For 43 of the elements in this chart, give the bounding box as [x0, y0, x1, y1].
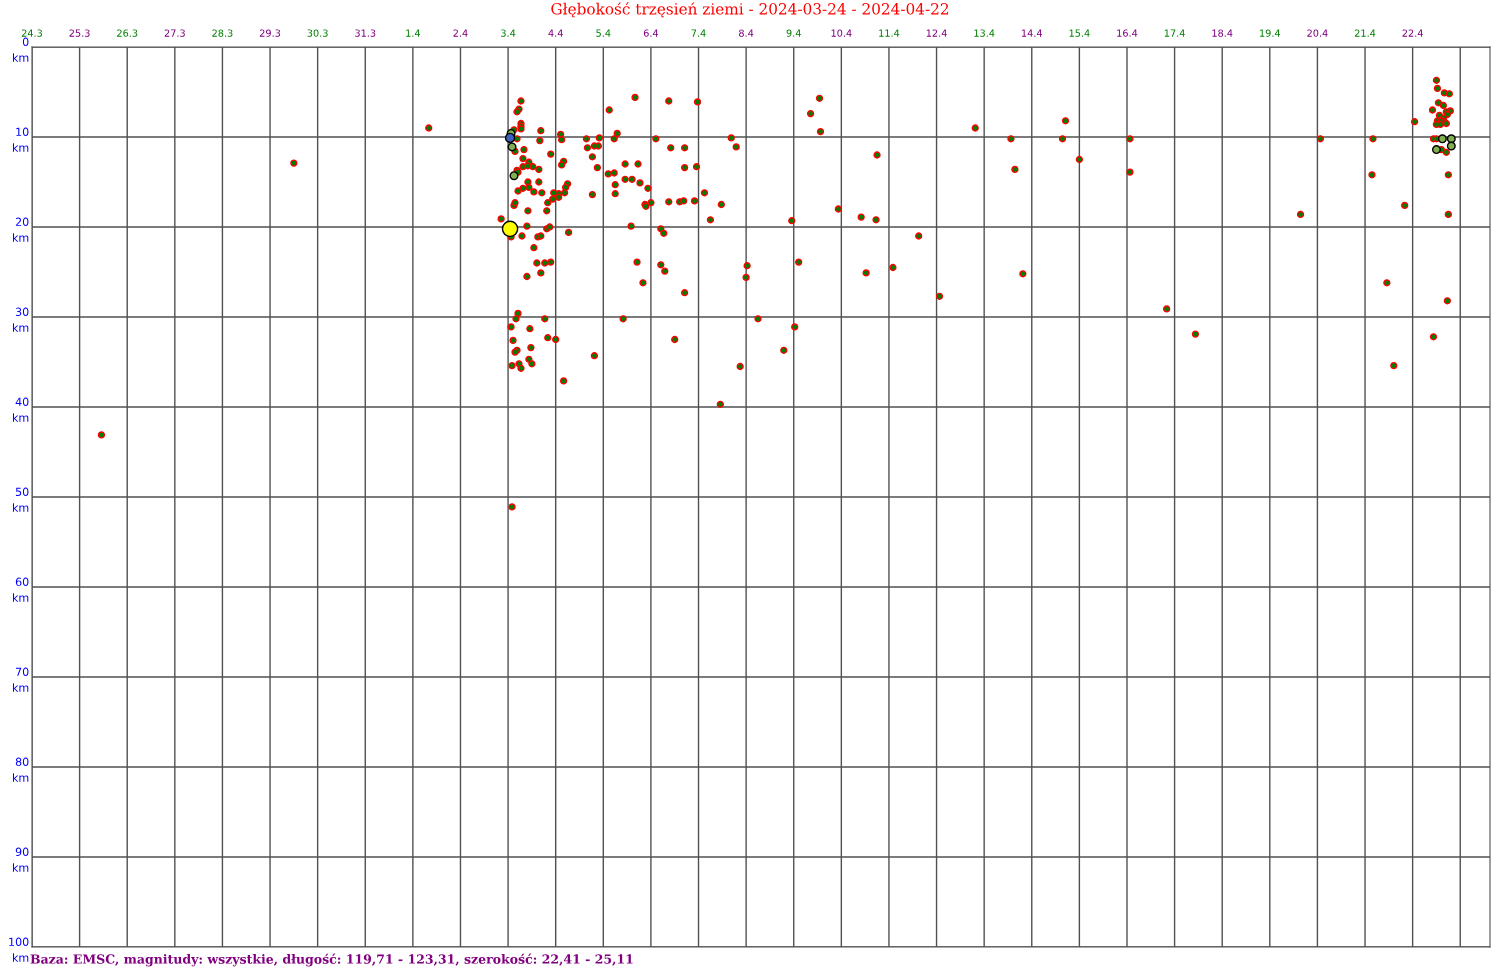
y-tick-label: 30 km — [12, 307, 29, 332]
y-tick-label: 90 km — [12, 847, 29, 872]
x-tick-label: 21.4 — [1354, 29, 1376, 37]
y-tick-label: 20 km — [12, 217, 29, 242]
x-tick-label: 10.4 — [831, 29, 852, 37]
y-tick-label: 10 km — [12, 127, 29, 152]
x-tick-label: 15.4 — [1069, 29, 1090, 37]
x-tick-label: 24.3 — [21, 29, 43, 37]
x-tick-label: 25.3 — [69, 29, 90, 37]
x-tick-label: 11.4 — [879, 29, 900, 37]
x-tick-label: 22.4 — [1402, 29, 1423, 37]
x-tick-label: 7.4 — [691, 29, 706, 37]
x-tick-label: 16.4 — [1117, 29, 1138, 37]
text: Baza: EMSC, magnitudy: wszystkie, długość: 119,71 - 123,31, szerokość: 22,41 - 25,11 — [30, 953, 633, 967]
y-tick-label: 50 km — [12, 487, 29, 512]
x-tick-label: 2.4 — [453, 29, 468, 37]
y-tick-label: 80 km — [12, 757, 29, 782]
x-tick-label: 26.3 — [117, 29, 138, 37]
x-tick-label: 13.4 — [974, 29, 995, 37]
x-tick-label: 9.4 — [786, 29, 801, 37]
x-tick-label: 28.3 — [212, 29, 233, 37]
x-tick-label: 6.4 — [643, 29, 659, 37]
x-tick-label: 8.4 — [739, 29, 754, 37]
x-tick-label: 4.4 — [548, 29, 563, 37]
x-tick-label: 20.4 — [1307, 29, 1328, 37]
x-tick-label: 19.4 — [1260, 29, 1281, 37]
x-tick-label: 12.4 — [926, 29, 947, 37]
x-tick-label: 27.3 — [164, 29, 185, 37]
chart-title: Głębokość trzęsień ziemi - 2024-03-24 - 2024-04-22 — [551, 2, 949, 18]
x-tick-label: 30.3 — [307, 29, 328, 37]
y-tick-label: 0 km — [12, 37, 29, 62]
y-tick-label: 60 km — [12, 577, 29, 602]
y-tick-label: 40 km — [12, 397, 29, 422]
x-tick-label: 18.4 — [1212, 29, 1233, 37]
x-tick-label: 14.4 — [1022, 29, 1043, 37]
x-tick-label: 3.4 — [501, 29, 516, 37]
x-tick-label: 17.4 — [1164, 29, 1185, 37]
x-tick-label: 31.3 — [355, 29, 376, 37]
y-tick-label: 100 km — [9, 937, 29, 962]
x-tick-label: 5.4 — [596, 29, 611, 37]
y-tick-label: 70 km — [12, 667, 29, 692]
x-tick-label: 1.4 — [406, 29, 421, 37]
x-tick-label: 29.3 — [259, 29, 281, 37]
